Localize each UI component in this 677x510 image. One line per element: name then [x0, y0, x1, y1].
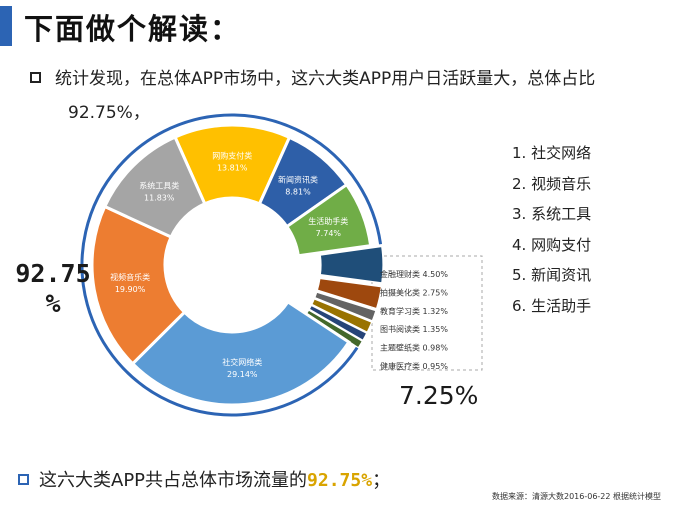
- minor-slice-label: 图书阅读类 1.35%: [380, 324, 448, 334]
- major-share-suffix: %: [45, 289, 61, 318]
- chart-slice-labels: 网购支付类 13.81% 新闻资讯类 8.81% 生活助手类 7.74% 社交网络类 29.1…: [110, 151, 448, 379]
- minor-slice-label: 健康医疗类 0.95%: [380, 361, 448, 371]
- minor-share-callout: 7.25%: [399, 381, 479, 410]
- chart-slice-10: [311, 298, 373, 333]
- major-group-outline: [80, 113, 383, 417]
- slice-category-label: 新闻资讯类: [278, 174, 318, 184]
- checkbox-bullet-icon: [30, 72, 41, 83]
- legend-item: 4. 网购支付: [512, 235, 592, 254]
- summary-line-1: 统计发现，在总体APP市场中，这六大类APP用户日活跃量大，总体占比: [55, 69, 596, 89]
- slice-category-label: 社交网络类: [222, 357, 262, 367]
- page-heading: 下面做个解读：: [24, 12, 242, 46]
- chart-slice-1: [130, 299, 351, 407]
- slice-category-label: 视频音乐类: [110, 272, 150, 282]
- legend-item: 5. 新闻资讯: [512, 266, 592, 284]
- slice-value-label: 19.90%: [115, 285, 146, 294]
- chart-slice-11: [308, 304, 368, 342]
- heading-accent-bar: [0, 6, 12, 46]
- bottom-summary-highlight: 92.75%: [307, 470, 373, 491]
- bottom-summary: 这六大类APP共占总体市场流量的92.75%；: [18, 466, 390, 492]
- bottom-summary-prefix: 这六大类APP共占总体市场流量的: [39, 470, 308, 491]
- slice-value-label: 13.81%: [217, 164, 248, 173]
- major-share-value: 92.75: [15, 259, 91, 288]
- bottom-summary-suffix: ；: [372, 470, 391, 491]
- major-share-callout: 92.75 %: [8, 259, 98, 319]
- slice-category-label: 系统工具类: [139, 180, 179, 190]
- minor-slice-label: 金融理财类 4.50%: [380, 269, 448, 279]
- minor-slice-label: 拍摄美化类 2.75%: [380, 287, 448, 297]
- slice-value-label: 8.81%: [285, 187, 311, 196]
- slice-value-label: 11.83%: [144, 193, 175, 202]
- chart-legend: 1. 社交网络 2. 视频音乐 3. 系统工具 4. 网购支付 5. 新闻资讯 …: [512, 138, 591, 321]
- legend-item: 3. 系统工具: [512, 205, 592, 223]
- summary-paragraph: 统计发现，在总体APP市场中，这六大类APP用户日活跃量大，总体占比 92.75…: [30, 62, 660, 130]
- checkbox-bullet-icon: [18, 474, 29, 485]
- summary-line-2: 92.75%，: [68, 103, 150, 123]
- chart-slice-8: [316, 277, 383, 310]
- data-source-note: 数据来源：清源大数2016-06-22 根据统计模型: [492, 492, 662, 501]
- slice-value-label: 29.14%: [227, 370, 258, 379]
- legend-item: 1. 社交网络: [512, 144, 592, 162]
- chart-slices: [90, 123, 384, 407]
- slice-category-label: 生活助手类: [308, 216, 348, 226]
- slice-value-label: 7.74%: [316, 229, 342, 238]
- legend-item: 6. 生活助手: [512, 296, 592, 315]
- slice-category-label: 网购支付类: [212, 151, 252, 161]
- chart-slice-2: [90, 204, 187, 366]
- chart-slice-9: [314, 291, 377, 322]
- chart-slice-7: [319, 245, 384, 284]
- legend-item: 2. 视频音乐: [512, 174, 592, 193]
- minor-slice-label: 教育学习类 1.32%: [380, 306, 448, 316]
- minor-slice-label: 主题壁纸类 0.98%: [380, 343, 448, 353]
- chart-slice-3: [102, 135, 207, 240]
- chart-slice-6: [284, 182, 373, 258]
